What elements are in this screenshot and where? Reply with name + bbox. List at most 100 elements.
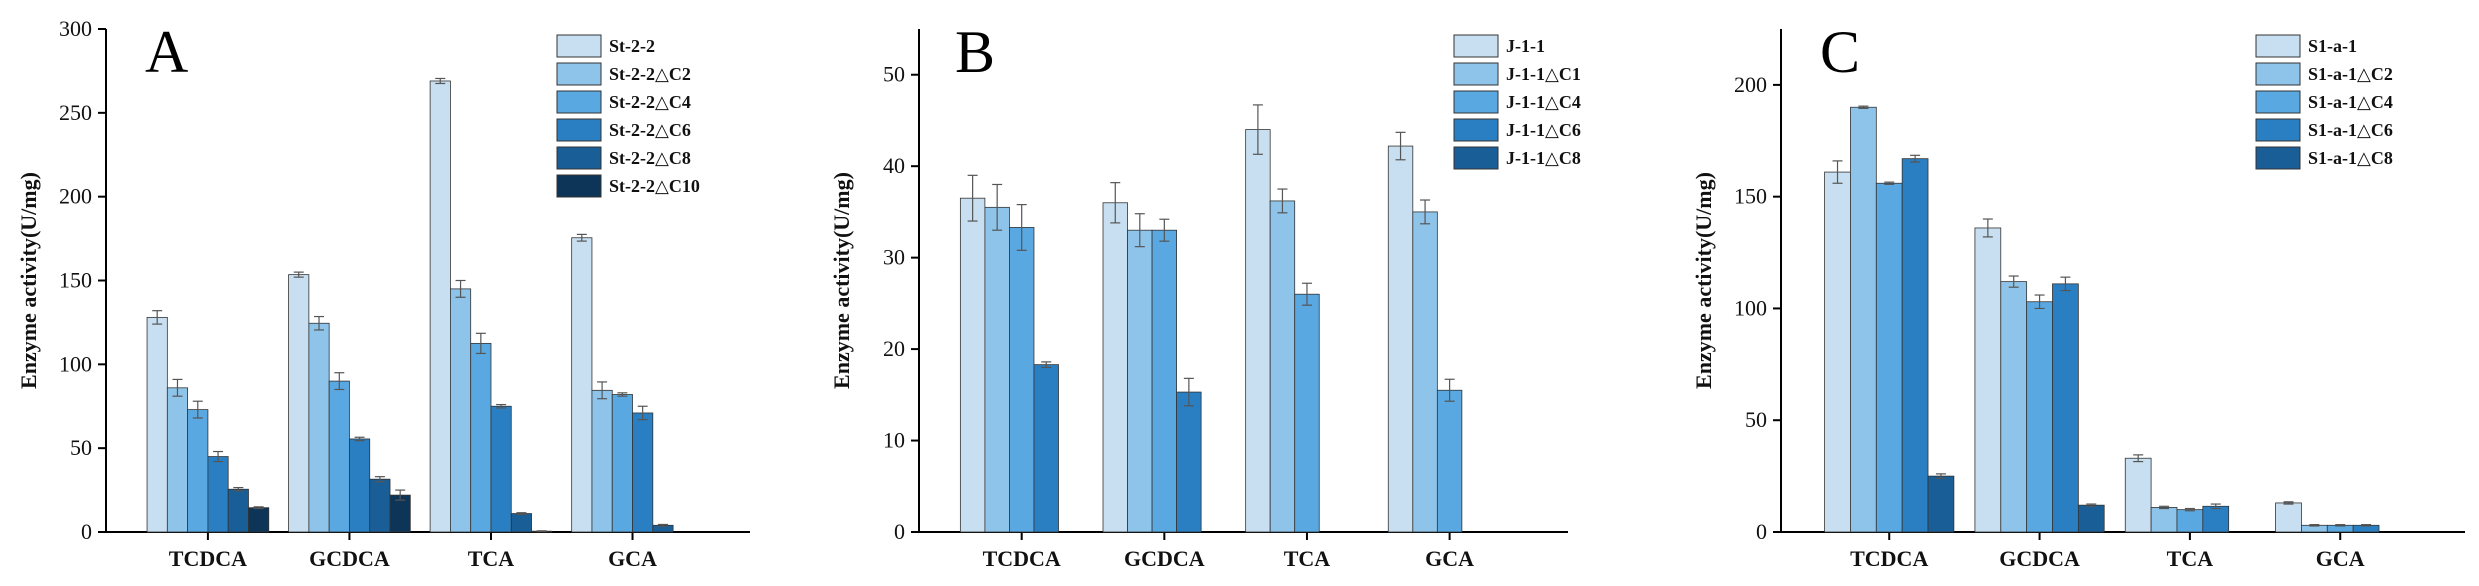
legend-label: St-2-2△C8 bbox=[609, 148, 691, 168]
y-tick-label: 300 bbox=[59, 16, 92, 41]
bar bbox=[349, 438, 371, 533]
bar bbox=[369, 478, 391, 533]
bar bbox=[1102, 202, 1128, 533]
bar bbox=[207, 456, 229, 533]
y-tick-label: 0 bbox=[894, 519, 905, 544]
bar bbox=[1412, 211, 1438, 533]
y-axis-title: Enzyme activity(U/mg) bbox=[16, 172, 41, 389]
bar bbox=[187, 409, 209, 533]
y-tick-label: 0 bbox=[81, 519, 92, 544]
panel-letter: C bbox=[1820, 19, 1860, 85]
y-tick-label: 10 bbox=[883, 428, 905, 453]
bar bbox=[2176, 509, 2204, 533]
bar bbox=[248, 507, 270, 533]
legend-swatch bbox=[2255, 146, 2301, 170]
bar bbox=[1875, 182, 1903, 533]
y-tick-label: 200 bbox=[59, 184, 92, 209]
bar bbox=[984, 206, 1010, 533]
y-axis-title: Enzyme activity(U/mg) bbox=[1691, 172, 1716, 389]
x-tick-label: TCA bbox=[2167, 546, 2214, 571]
bar bbox=[1127, 229, 1153, 533]
bar bbox=[1176, 391, 1202, 533]
x-tick-label: TCA bbox=[1284, 546, 1331, 571]
bar bbox=[1269, 200, 1296, 533]
bar bbox=[571, 237, 593, 533]
legend-label: J-1-1△C4 bbox=[1506, 92, 1581, 112]
bar bbox=[2275, 502, 2302, 533]
y-tick-label: 250 bbox=[59, 100, 92, 125]
bar bbox=[1436, 389, 1463, 533]
bar bbox=[166, 387, 189, 533]
bar bbox=[1824, 171, 1851, 533]
x-tick-label: GCA bbox=[1425, 546, 1474, 571]
y-tick-label: 40 bbox=[883, 153, 905, 178]
bar bbox=[450, 288, 472, 533]
legend-swatch bbox=[556, 146, 602, 170]
bar bbox=[1245, 129, 1271, 533]
legend-label: S1-a-1 bbox=[2308, 36, 2357, 56]
bar bbox=[611, 394, 633, 533]
bar bbox=[959, 197, 986, 533]
legend-swatch bbox=[556, 90, 602, 114]
legend-label: J-1-1△C6 bbox=[1506, 120, 1581, 140]
y-axis-title: Enzyme activity(U/mg) bbox=[829, 172, 854, 389]
x-tick-label: TCDCA bbox=[1850, 546, 1928, 571]
legend-label: St-2-2△C6 bbox=[609, 120, 691, 140]
x-tick-label: GCDCA bbox=[1124, 546, 1205, 571]
legend-swatch bbox=[556, 34, 602, 58]
bar bbox=[2077, 504, 2105, 533]
bar bbox=[470, 342, 492, 533]
y-tick-label: 30 bbox=[883, 245, 905, 270]
legend-swatch bbox=[1453, 34, 1499, 58]
x-tick-label: GCDCA bbox=[309, 546, 390, 571]
legend-swatch bbox=[2255, 118, 2301, 142]
legend-label: S1-a-1△C4 bbox=[2308, 92, 2393, 112]
y-tick-label: 0 bbox=[1756, 519, 1767, 544]
legend-label: St-2-2 bbox=[609, 36, 655, 56]
legend: J-1-1 J-1-1△C1 J-1-1△C4 J-1-1△C6 J-1-1△C8 bbox=[1453, 34, 1581, 170]
bar bbox=[1151, 229, 1178, 533]
bar bbox=[510, 513, 532, 533]
legend: St-2-2 St-2-2△C2 St-2-2△C4 St-2-2△C6 St-2-2△… bbox=[556, 34, 700, 198]
legend-swatch bbox=[556, 62, 602, 86]
bar bbox=[2000, 281, 2028, 533]
bar bbox=[2150, 507, 2178, 533]
legend-label: St-2-2△C2 bbox=[609, 64, 691, 84]
bar bbox=[288, 274, 310, 533]
legend-swatch bbox=[1453, 146, 1499, 170]
bar bbox=[328, 380, 350, 533]
bar bbox=[2202, 505, 2230, 533]
x-tick-label: GCA bbox=[2316, 546, 2365, 571]
legend-label: J-1-1 bbox=[1506, 36, 1545, 56]
y-tick-label: 100 bbox=[1734, 295, 1767, 320]
y-tick-label: 100 bbox=[59, 351, 92, 376]
legend-swatch bbox=[1453, 62, 1499, 86]
bar bbox=[2026, 301, 2053, 533]
chart-panel-B: 0 10 20 30 40 50 Enzyme activity(U/mg) B TCDCA GC… bbox=[829, 19, 1581, 571]
bar bbox=[146, 316, 168, 533]
bar bbox=[632, 412, 654, 533]
legend-label: St-2-2△C10 bbox=[609, 176, 700, 196]
legend-swatch bbox=[2255, 90, 2301, 114]
bar bbox=[490, 405, 512, 533]
bar bbox=[2052, 283, 2079, 533]
chart-panel-A: 0 50 100 150 200 250 300 Enzyme activity(U/mg) A… bbox=[16, 16, 750, 571]
y-tick-label: 200 bbox=[1734, 72, 1767, 97]
y-tick-label: 50 bbox=[70, 435, 92, 460]
panel-letter: A bbox=[145, 19, 188, 85]
bar bbox=[1850, 106, 1877, 533]
legend-label: St-2-2△C4 bbox=[609, 92, 691, 112]
legend-label: J-1-1△C8 bbox=[1506, 148, 1581, 168]
x-tick-label: TCDCA bbox=[983, 546, 1061, 571]
y-tick-label: 20 bbox=[883, 336, 905, 361]
y-tick-label: 150 bbox=[59, 268, 92, 293]
bar bbox=[1294, 293, 1320, 533]
bar bbox=[1009, 227, 1035, 533]
x-tick-label: GCDCA bbox=[1999, 546, 2080, 571]
bar bbox=[429, 80, 451, 533]
x-tick-label: GCA bbox=[608, 546, 657, 571]
x-tick-label: TCA bbox=[468, 546, 515, 571]
bar bbox=[1927, 475, 1955, 533]
